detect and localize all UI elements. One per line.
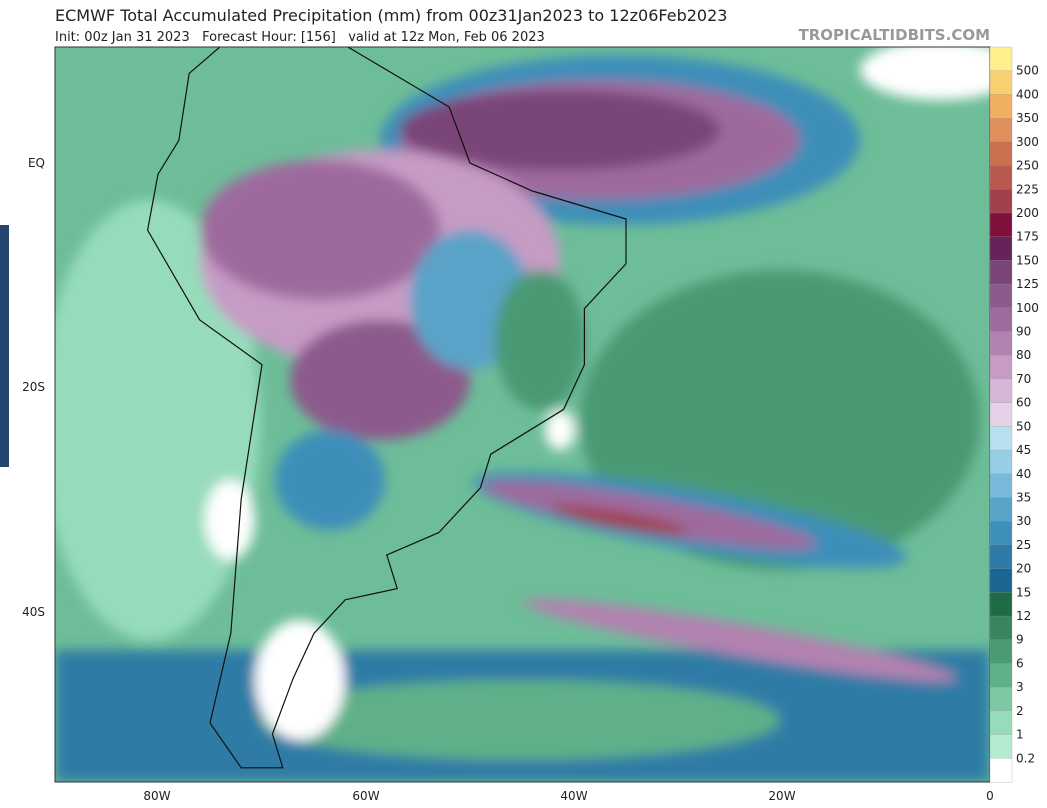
lat-label: 40S — [22, 605, 45, 619]
colorbar-swatch — [989, 615, 1013, 641]
colorbar-label: 225 — [1016, 182, 1039, 196]
colorbar-label: 15 — [1016, 585, 1031, 599]
colorbar-label: 125 — [1016, 277, 1039, 291]
colorbar-swatch — [989, 639, 1013, 665]
colorbar-swatch — [989, 260, 1013, 285]
colorbar-swatch — [989, 402, 1013, 428]
colorbar-label: 60 — [1016, 396, 1031, 410]
colorbar-label: 6 — [1016, 656, 1024, 670]
colorbar-swatch — [989, 141, 1013, 167]
title: ECMWF Total Accumulated Precipitation (m… — [55, 6, 727, 25]
colorbar-swatch — [989, 758, 1013, 783]
colorbar-swatch — [989, 117, 1013, 143]
subtitle: Init: 00z Jan 31 2023 Forecast Hour: [15… — [55, 30, 545, 45]
colorbar-swatch — [989, 70, 1013, 96]
colorbar-label: 30 — [1016, 514, 1031, 528]
colorbar-label: 9 — [1016, 633, 1024, 647]
lon-label: 40W — [560, 789, 587, 803]
colorbar-label: 45 — [1016, 443, 1031, 457]
colorbar-swatch — [989, 544, 1013, 570]
colorbar-label: 500 — [1016, 64, 1039, 78]
colorbar-label: 350 — [1016, 111, 1039, 125]
lon-label: 60W — [352, 789, 379, 803]
colorbar-swatch — [989, 378, 1013, 404]
colorbar-label: 100 — [1016, 301, 1039, 315]
colorbar-label: 1 — [1016, 728, 1024, 742]
colorbar-swatch — [989, 46, 1013, 72]
colorbar-swatch — [989, 449, 1013, 475]
colorbar-label: 200 — [1016, 206, 1039, 220]
map — [55, 47, 990, 782]
side-tab — [0, 225, 9, 467]
colorbar-label: 40 — [1016, 467, 1031, 481]
colorbar-swatch — [989, 521, 1013, 546]
colorbar-swatch — [989, 426, 1013, 451]
colorbar-swatch — [989, 734, 1013, 759]
lat-label: 20S — [22, 380, 45, 394]
coastline — [146, 47, 627, 769]
colorbar-swatch — [989, 165, 1013, 190]
colorbar-swatch — [989, 710, 1013, 736]
colorbar-label: 400 — [1016, 87, 1039, 101]
lat-label: EQ — [28, 156, 45, 170]
colorbar-label: 3 — [1016, 680, 1024, 694]
colorbar-label: 300 — [1016, 135, 1039, 149]
lon-label: 80W — [143, 789, 170, 803]
lon-label: 0 — [986, 789, 994, 803]
source: TROPICALTIDBITS.COM — [799, 26, 991, 44]
colorbar-label: 2 — [1016, 704, 1024, 718]
colorbar-label: 250 — [1016, 159, 1039, 173]
colorbar-swatch — [989, 355, 1013, 380]
colorbar-swatch — [989, 663, 1013, 688]
colorbar-swatch — [989, 331, 1013, 356]
colorbar-swatch — [989, 212, 1013, 238]
colorbar-swatch — [989, 189, 1013, 214]
colorbar-swatch — [989, 236, 1013, 262]
colorbar-swatch — [989, 473, 1013, 499]
colorbar-swatch — [989, 94, 1013, 119]
colorbar-label: 0.2 — [1016, 751, 1035, 765]
axis-labels: EQ 20S 40S 80W 60W 40W 20W 0 — [22, 156, 994, 803]
colorbar-label: 50 — [1016, 419, 1031, 433]
colorbar-label: 20 — [1016, 562, 1031, 576]
lon-label: 20W — [768, 789, 795, 803]
colorbar: 5004003503002502252001751501251009080706… — [989, 46, 1039, 783]
colorbar-swatch — [989, 497, 1013, 522]
colorbar-swatch — [989, 307, 1013, 333]
colorbar-label: 25 — [1016, 538, 1031, 552]
colorbar-label: 175 — [1016, 230, 1039, 244]
colorbar-label: 80 — [1016, 348, 1031, 362]
colorbar-swatch — [989, 283, 1013, 309]
colorbar-swatch — [989, 568, 1013, 593]
colorbar-label: 12 — [1016, 609, 1031, 623]
colorbar-label: 70 — [1016, 372, 1031, 386]
colorbar-label: 35 — [1016, 490, 1031, 504]
colorbar-swatch — [989, 592, 1013, 617]
colorbar-label: 150 — [1016, 253, 1039, 267]
colorbar-swatch — [989, 687, 1013, 712]
colorbar-label: 90 — [1016, 325, 1031, 339]
